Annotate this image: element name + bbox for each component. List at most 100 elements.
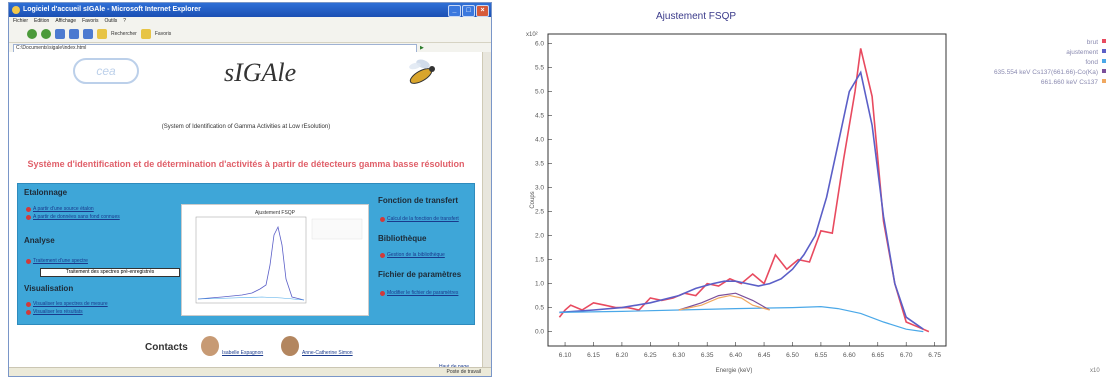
menu-item-tools[interactable]: Outils: [104, 18, 118, 24]
link-label[interactable]: A partir de données sans fond connues: [33, 214, 120, 220]
avatar: [201, 336, 219, 356]
link-label[interactable]: Visualiser les spectres de mesure: [33, 301, 108, 307]
legend: brut ajustement fond 635.554 keV Cs137(661.…: [994, 39, 1106, 86]
y-tick-label: 3.5: [535, 161, 544, 168]
plot-frame: [547, 33, 947, 347]
y-tick-label: 5.0: [535, 89, 544, 96]
refresh-icon[interactable]: [69, 29, 79, 39]
section-title-parametres: Fichier de paramètres: [378, 270, 462, 279]
vertical-scrollbar[interactable]: [482, 52, 491, 368]
maximize-button[interactable]: □: [462, 5, 475, 17]
ie-logo-icon: [12, 6, 20, 14]
menu-item-file[interactable]: Fichier: [13, 18, 29, 24]
status-zone: Poste de travail: [446, 369, 481, 375]
y-tick-label: 6.0: [535, 41, 544, 48]
thumbnail-chart: Ajustement FSQP: [195, 210, 363, 304]
y-axis-label: Coups: [530, 191, 536, 208]
y-axis: 0.0 0.5 1.0 1.5 2.0 2.5 3.0 3.5 4.0 4.5 5.0 5.5 6.0: [535, 41, 552, 336]
link-label[interactable]: Gestion de la bibliothèque: [387, 252, 445, 258]
menu-item-favorites[interactable]: Favoris: [82, 18, 99, 24]
tooltip: Traitement des spectres pré-enregistrés: [40, 268, 180, 277]
bullet-icon: [26, 258, 31, 264]
x-tick-label: 6.75: [928, 352, 941, 359]
x-tick-label: 6.45: [758, 352, 771, 359]
y-tick-label: 2.5: [535, 209, 544, 216]
x-tick-label: 6.35: [701, 352, 714, 359]
link-etalonnage-source[interactable]: A partir d'une source étalon: [26, 206, 94, 212]
forward-icon[interactable]: [41, 29, 51, 39]
back-icon[interactable]: [27, 29, 37, 39]
contacts-label: Contacts: [145, 342, 188, 353]
legend-swatch: [1102, 69, 1106, 73]
y-multiplier: x10²: [526, 32, 538, 38]
fsqp-chart: Ajustement FSQP x10² Coups Energie (keV)…: [526, 11, 1106, 374]
navigation-panel: Etalonnage A partir d'une source étalon …: [17, 183, 475, 325]
bullet-icon: [26, 301, 31, 307]
contact-link-1[interactable]: Isabelle Espagnon: [222, 350, 264, 356]
browser-title-bar: Logiciel d'accueil sIGAle - Microsoft In…: [9, 3, 491, 17]
bullet-icon: [26, 309, 31, 315]
x-tick-label: 6.10: [559, 352, 572, 359]
menu-item-view[interactable]: Affichage: [55, 18, 77, 24]
section-title-analyse: Analyse: [24, 236, 55, 245]
link-label[interactable]: A partir d'une source étalon: [33, 206, 94, 212]
link-label[interactable]: Modifier le fichier de paramètres: [387, 290, 459, 296]
series-line-0: [558, 48, 930, 333]
window-controls: _ □ ×: [448, 5, 489, 17]
link-label[interactable]: Traitement d'une spectre: [33, 258, 88, 264]
contact-link-2[interactable]: Anne-Catherine Simon: [302, 350, 353, 356]
series-line-1: [559, 70, 924, 330]
link-label[interactable]: Visualiser les résultats: [33, 309, 83, 315]
y-tick-label: 0.0: [535, 329, 544, 336]
x-tick-label: 6.25: [644, 352, 657, 359]
link-parametres[interactable]: Modifier le fichier de paramètres: [380, 290, 458, 296]
link-label[interactable]: Calcul de la fonction de transfert: [387, 216, 459, 222]
thumbnail-title: Ajustement FSQP: [255, 210, 296, 216]
favorites-label[interactable]: Favoris: [154, 31, 172, 37]
x-multiplier: x10: [1090, 368, 1100, 374]
menu-bar: Fichier Edition Affichage Favoris Outils…: [9, 17, 491, 26]
status-bar: Poste de travail: [9, 367, 491, 376]
section-title-bibliotheque: Bibliothèque: [378, 234, 427, 243]
x-tick-label: 6.55: [815, 352, 828, 359]
bullet-icon: [380, 216, 385, 222]
home-icon[interactable]: [83, 29, 93, 39]
stop-icon[interactable]: [55, 29, 65, 39]
favorites-icon[interactable]: [140, 29, 151, 39]
link-fonction-transfert[interactable]: Calcul de la fonction de transfert: [380, 216, 459, 222]
page-headline: Système d'identification et de détermina…: [27, 159, 465, 169]
menu-item-help[interactable]: ?: [123, 18, 127, 24]
legend-swatch: [1102, 49, 1106, 53]
menu-item-edit[interactable]: Edition: [34, 18, 50, 24]
link-etalonnage-donnees[interactable]: A partir de données sans fond connues: [26, 214, 120, 220]
link-visualiser-resultats[interactable]: Visualiser les résultats: [26, 309, 83, 315]
link-analyse-spectre[interactable]: Traitement d'une spectre: [26, 258, 88, 264]
page-title: sIGAle: [224, 58, 297, 87]
cea-logo: cea: [73, 58, 139, 84]
close-button[interactable]: ×: [476, 5, 489, 17]
x-tick-label: 6.70: [900, 352, 913, 359]
search-icon[interactable]: [97, 29, 107, 39]
x-axis: 6.10 6.15 6.20 6.25 6.30 6.35 6.40 6.45 6.50 6.55…: [559, 342, 941, 359]
minimize-button[interactable]: _: [448, 5, 461, 17]
bee-logo-icon: [409, 59, 435, 84]
x-tick-label: 6.30: [672, 352, 685, 359]
legend-label: 635.554 keV Cs137(661.66)-Co(Ka): [994, 69, 1098, 76]
page-content: cea sIGAle (System of Identification of …: [9, 52, 483, 370]
x-tick-label: 6.15: [587, 352, 600, 359]
go-button[interactable]: ▶: [420, 45, 424, 51]
bullet-icon: [380, 252, 385, 258]
series-line-4: [678, 294, 770, 311]
chart-thumbnail[interactable]: Ajustement FSQP: [181, 204, 369, 316]
section-title-etalonnage: Etalonnage: [24, 188, 68, 197]
legend-swatch: [1102, 59, 1106, 63]
chart-title: Ajustement FSQP: [656, 11, 736, 22]
series-line-2: [559, 305, 924, 333]
bullet-icon: [26, 214, 31, 220]
search-label[interactable]: Rechercher: [111, 31, 137, 37]
link-bibliotheque[interactable]: Gestion de la bibliothèque: [380, 252, 445, 258]
bullet-icon: [26, 206, 31, 212]
x-tick-label: 6.60: [843, 352, 856, 359]
link-visualiser-spectres[interactable]: Visualiser les spectres de mesure: [26, 301, 108, 307]
legend-swatch: [1102, 79, 1106, 83]
